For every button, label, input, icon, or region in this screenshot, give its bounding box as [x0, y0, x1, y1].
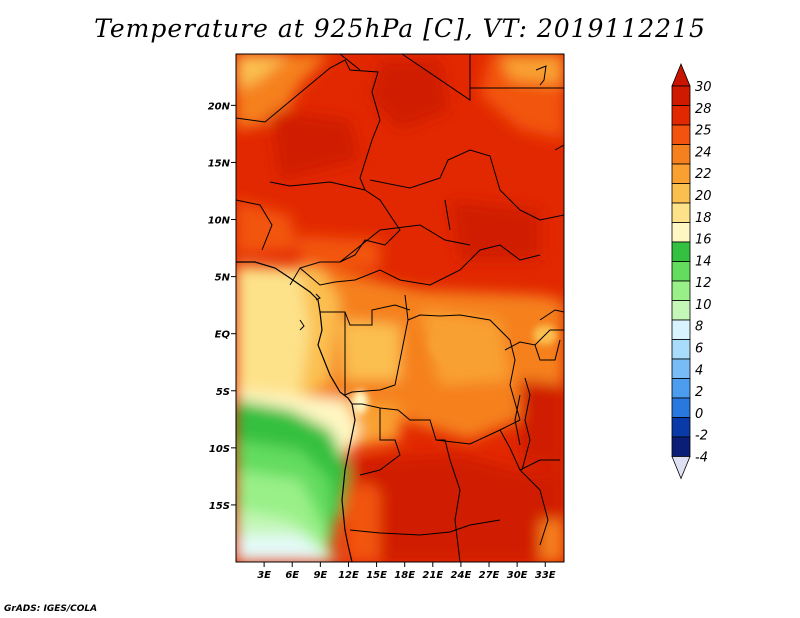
colorbar-label: 2 — [695, 385, 703, 400]
chart-title: Temperature at 925hPa [C], VT: 201911221… — [94, 14, 706, 43]
colorbar-label: -2 — [695, 429, 708, 444]
colorbar-swatch — [671, 358, 691, 379]
lon-tick-label: 9E — [313, 570, 327, 581]
colorbar-label: 4 — [695, 363, 703, 378]
colorbar-swatch — [671, 300, 691, 321]
lat-tick-label: EQ — [215, 330, 231, 341]
colorbar-label: 12 — [695, 276, 712, 291]
colorbar-label: -4 — [695, 451, 708, 466]
colorbar-label: 24 — [695, 145, 712, 160]
lon-tick-label: 18E — [394, 570, 415, 581]
lon-tick-label: 33E — [535, 570, 556, 581]
latitude-axis: 20N 15N 10N 5N EQ 5S 10S 15S — [208, 101, 236, 512]
colorbar-top-arrow — [671, 62, 691, 87]
lat-tick-label: 5S — [216, 387, 230, 398]
colorbar-label: 8 — [695, 320, 703, 335]
colorbar-swatch — [671, 436, 691, 457]
colorbar-label: 30 — [695, 80, 712, 95]
colorbar-swatch — [671, 417, 691, 438]
colorbar-swatch — [671, 202, 691, 223]
lon-tick-label: 3E — [257, 570, 271, 581]
colorbar-swatch — [671, 339, 691, 360]
colorbar-swatch — [671, 319, 691, 340]
lat-tick-label: 20N — [208, 101, 231, 112]
colorbar-swatch — [671, 261, 691, 282]
lon-tick-label: 12E — [338, 570, 359, 581]
lon-tick-label: 21E — [422, 570, 443, 581]
colorbar-bottom-arrow — [671, 456, 691, 480]
footer-credit: GrADS: IGES/COLA — [4, 604, 98, 614]
colorbar-swatch — [671, 397, 691, 418]
lat-tick-label: 15S — [209, 501, 230, 512]
temperature-field — [236, 54, 564, 562]
colorbar-swatch — [671, 183, 691, 204]
colorbar-swatch — [671, 144, 691, 165]
colorbar-label: 16 — [695, 233, 712, 248]
colorbar-swatch — [671, 280, 691, 301]
colorbar-swatch — [671, 105, 691, 126]
lon-tick-label: 27E — [479, 570, 500, 581]
lat-tick-label: 10N — [208, 216, 231, 227]
colorbar-swatch — [671, 378, 691, 399]
lon-tick-label: 24E — [451, 570, 472, 581]
colorbar-swatch — [671, 241, 691, 262]
colorbar-label: 10 — [695, 298, 712, 313]
colorbar-label: 0 — [695, 407, 703, 422]
colorbar-swatch — [671, 163, 691, 184]
colorbar-label: 25 — [695, 124, 712, 139]
colorbar-label: 6 — [695, 342, 703, 357]
lat-tick-label: 10S — [209, 444, 230, 455]
colorbar-label: 20 — [695, 189, 712, 204]
colorbar-label: 14 — [695, 254, 712, 269]
colorbar-swatch — [671, 222, 691, 243]
colorbar-swatch — [671, 124, 691, 145]
lon-tick-label: 30E — [507, 570, 528, 581]
colorbar-label: 22 — [695, 167, 712, 182]
colorbar-label: 18 — [695, 211, 712, 226]
colorbar-label: 28 — [695, 102, 712, 117]
longitude-axis: 3E 6E 9E 12E 15E 18E 21E 24E 27E 30E 33E — [257, 562, 556, 581]
lon-tick-label: 6E — [285, 570, 299, 581]
lat-tick-label: 15N — [208, 158, 231, 169]
coastline — [236, 261, 356, 562]
colorbar-swatch — [671, 85, 691, 106]
lat-tick-label: 5N — [215, 273, 231, 284]
country-boundaries — [236, 54, 564, 562]
lon-tick-label: 15E — [366, 570, 387, 581]
map-frame — [235, 53, 565, 563]
